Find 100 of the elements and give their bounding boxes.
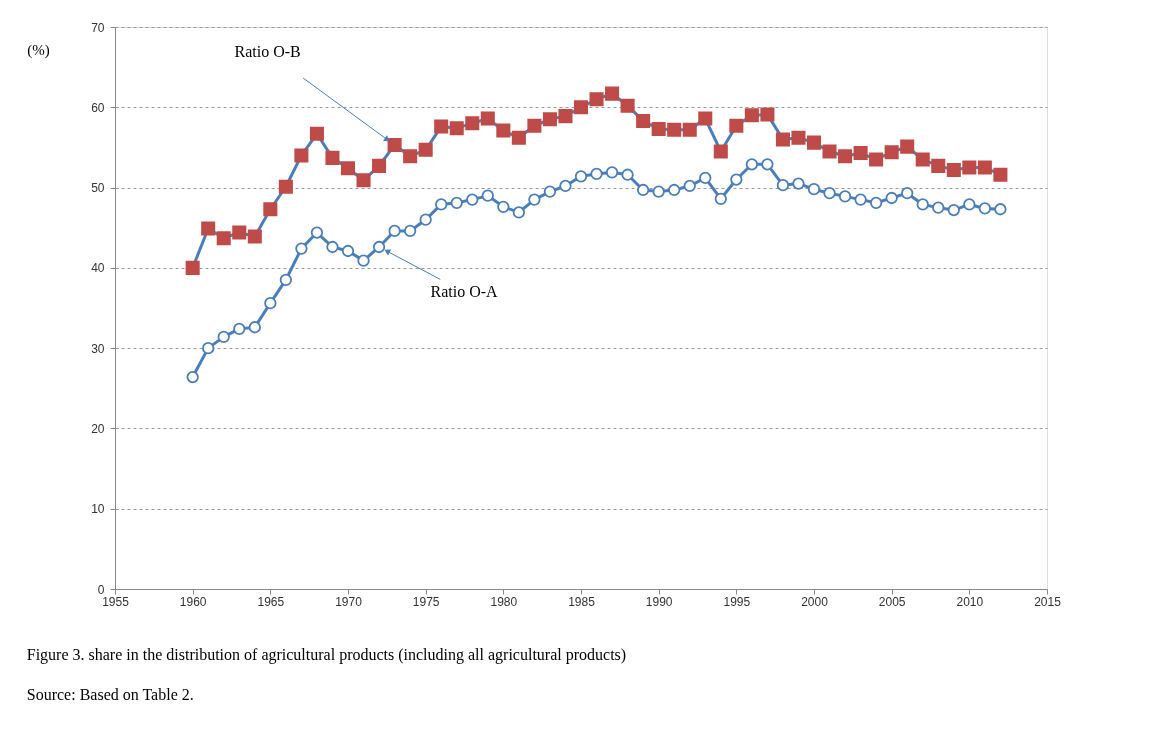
point <box>480 111 495 126</box>
y-tick-label: 60 <box>91 100 105 115</box>
point <box>589 92 604 107</box>
point <box>636 113 651 128</box>
point <box>946 162 961 177</box>
point <box>326 240 339 254</box>
y-axis-title: (%) <box>27 41 50 59</box>
point <box>792 177 805 190</box>
y-tick-label: 40 <box>91 261 105 276</box>
point <box>730 173 743 186</box>
point <box>869 152 884 167</box>
point <box>201 221 216 236</box>
point <box>497 200 510 213</box>
point <box>278 179 293 194</box>
point <box>761 158 774 171</box>
point <box>776 179 790 192</box>
point <box>449 121 464 136</box>
point <box>419 213 432 226</box>
point <box>340 161 356 176</box>
point <box>528 193 541 206</box>
point <box>745 158 759 171</box>
point <box>357 254 370 267</box>
x-tick-label: 2005 <box>878 594 906 609</box>
point <box>698 111 713 126</box>
point <box>807 183 821 196</box>
point <box>279 273 293 287</box>
x-tick-label: 1965 <box>257 594 285 609</box>
point <box>915 152 930 167</box>
text: Ratio O-B <box>234 43 301 61</box>
point <box>932 201 945 214</box>
point <box>682 122 697 137</box>
point <box>294 148 309 163</box>
point <box>248 321 261 334</box>
point <box>683 179 696 193</box>
point <box>760 107 775 122</box>
point <box>636 183 650 197</box>
point <box>994 203 1007 216</box>
text: Ratio O-A <box>430 282 499 300</box>
point <box>202 342 215 355</box>
point <box>806 135 822 150</box>
text: Figure 3. share in the distribution of agricultural products (including all agricultural products) <box>26 646 627 664</box>
point <box>450 196 463 209</box>
point <box>931 158 946 173</box>
point <box>309 126 324 141</box>
point <box>744 108 759 123</box>
point <box>559 179 572 193</box>
x-tick-label: 1985 <box>568 594 596 609</box>
point <box>884 145 899 160</box>
point <box>496 123 511 138</box>
point <box>775 132 790 147</box>
point <box>885 191 898 205</box>
x-tick-label: 1980 <box>490 594 518 609</box>
point <box>605 86 620 101</box>
x-tick-label: 2015 <box>1034 594 1062 609</box>
point <box>854 193 867 206</box>
point <box>838 190 852 203</box>
point <box>901 187 914 200</box>
point <box>652 185 665 198</box>
y-tick-label: 20 <box>91 421 105 436</box>
point <box>325 150 340 165</box>
x-tick-label: 2010 <box>956 594 984 609</box>
point <box>403 149 418 164</box>
y-tick-label: 30 <box>91 341 105 356</box>
source-note: Source: Based on Table 2. <box>26 686 194 703</box>
point <box>341 244 355 258</box>
point <box>668 183 681 197</box>
point <box>573 100 589 115</box>
x-tick-label: 1990 <box>645 594 673 609</box>
y-tick-label: 0 <box>97 582 105 597</box>
point <box>527 118 542 133</box>
point <box>620 98 635 113</box>
point <box>916 198 929 211</box>
point <box>962 160 977 175</box>
point <box>388 224 401 238</box>
point <box>605 166 619 179</box>
point <box>823 187 836 200</box>
point <box>232 225 247 240</box>
point <box>185 260 200 275</box>
point <box>263 202 278 217</box>
point <box>714 192 727 205</box>
y-tick-label: 50 <box>91 181 105 196</box>
point <box>869 196 883 209</box>
point <box>403 224 417 238</box>
point <box>434 119 449 134</box>
point <box>512 206 526 219</box>
x-tick-label: 1995 <box>723 594 751 609</box>
point <box>590 167 603 181</box>
point <box>481 189 494 202</box>
point <box>295 242 308 255</box>
point <box>542 112 557 127</box>
point <box>977 160 992 175</box>
point <box>667 122 682 137</box>
point <box>356 173 371 188</box>
point <box>651 121 666 136</box>
point <box>713 144 728 159</box>
point <box>947 203 960 217</box>
point <box>729 118 744 133</box>
x-tick-label: 2000 <box>801 594 829 609</box>
y-tick-label: 70 <box>91 20 105 35</box>
point <box>791 130 806 145</box>
